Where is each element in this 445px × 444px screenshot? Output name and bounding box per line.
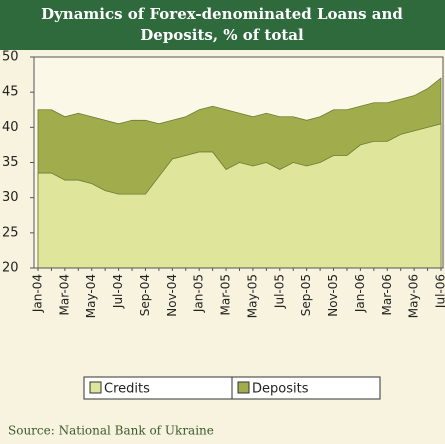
- x-tick-label: Sep-05: [299, 274, 313, 316]
- x-tick-label: Nov-05: [326, 274, 340, 317]
- x-tick-label: Jul-05: [272, 274, 286, 309]
- x-tick-label: May-06: [407, 274, 421, 318]
- area: [37, 123, 442, 269]
- y-tick-label: 30: [2, 190, 19, 205]
- y-tick-label: 45: [2, 85, 19, 100]
- x-tick-label: Mar-05: [219, 274, 233, 315]
- source: Source: National Bank of Ukraine: [8, 424, 214, 438]
- legend-label: Credits: [104, 382, 150, 397]
- y-tick-label: 25: [2, 225, 19, 240]
- y-tick-label: 40: [2, 120, 19, 135]
- chart-title: Dynamics of Forex-denominated Loans and: [41, 5, 403, 23]
- legend-label: Deposits: [252, 382, 309, 397]
- x-tick-label: Jan-06: [353, 274, 367, 313]
- x-tick-label: Sep-04: [138, 274, 152, 316]
- x-tick-label: Jan-05: [192, 274, 206, 313]
- x-tick-label: Jul-06: [434, 274, 445, 309]
- x-tick-label: May-04: [84, 274, 98, 318]
- x-tick-label: Mar-06: [380, 274, 394, 315]
- title-banner: [0, 0, 445, 50]
- x-tick-label: Mar-04: [57, 274, 71, 315]
- y-tick-label: 20: [2, 261, 19, 276]
- chart-title: Deposits, % of total: [140, 26, 304, 44]
- x-tick-label: Jul-04: [111, 274, 125, 309]
- x-tick-label: May-05: [245, 274, 259, 318]
- legend-swatch: [237, 381, 250, 394]
- y-tick-label: 35: [2, 155, 19, 170]
- legend-swatch: [89, 381, 102, 394]
- y-tick-label: 50: [2, 50, 19, 65]
- x-tick-label: Nov-04: [165, 274, 179, 317]
- x-tick-label: Jan-04: [31, 274, 45, 313]
